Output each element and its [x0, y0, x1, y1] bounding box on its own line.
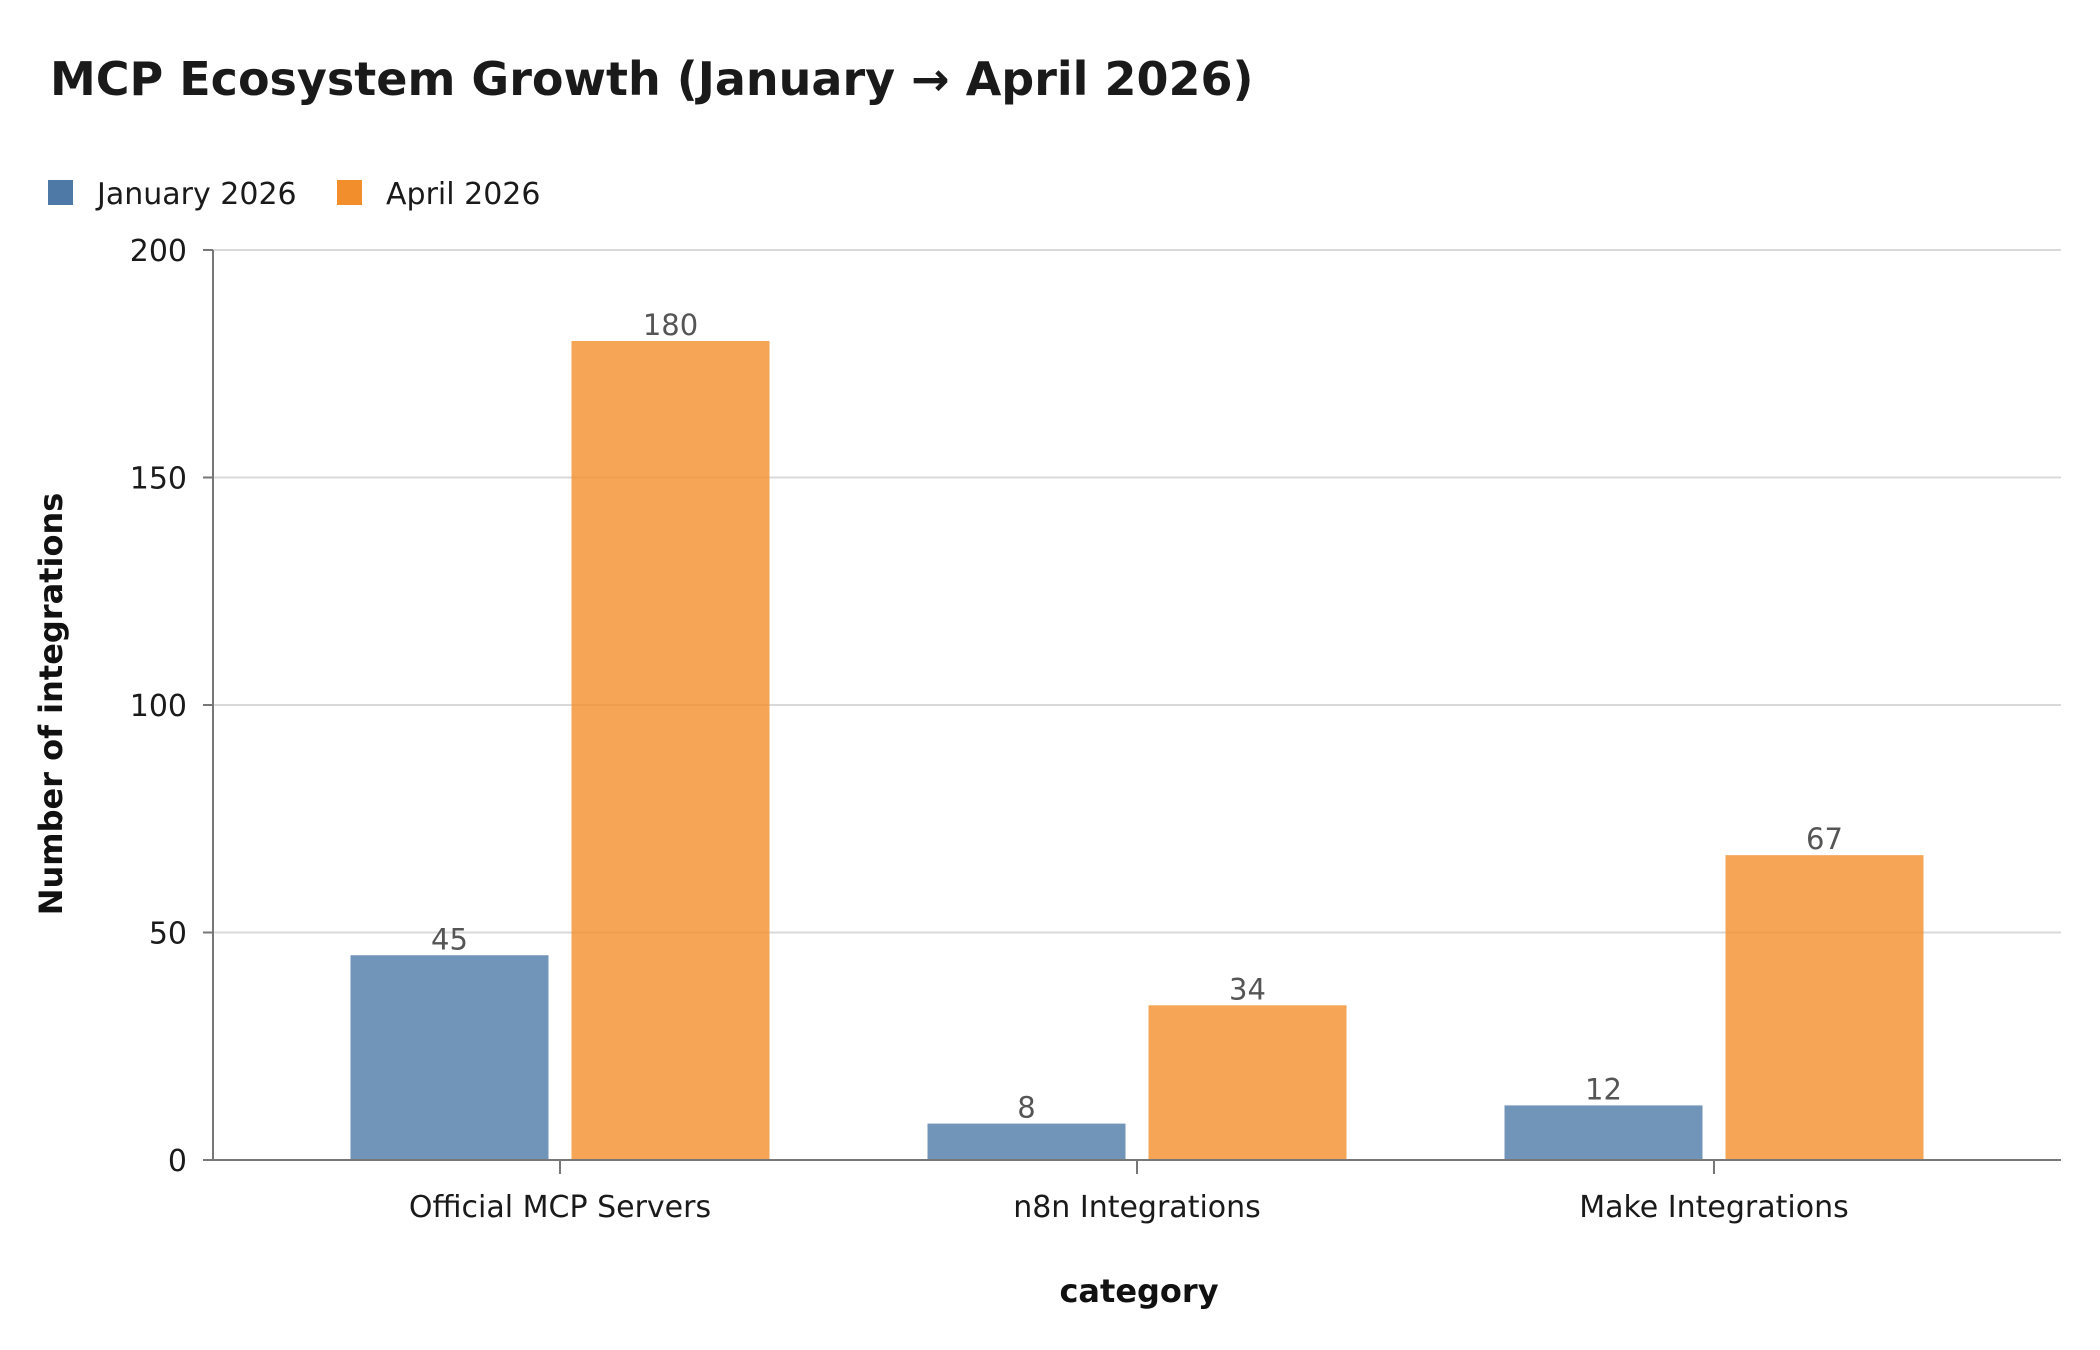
x-tick-label-make-integrations: Make Integrations: [1579, 1190, 1849, 1225]
legend: January 2026 April 2026: [48, 177, 540, 212]
data-label-n8n-integrations-april-2026: 34: [1229, 972, 1266, 1006]
x-axis-title: category: [1059, 1272, 1218, 1310]
y-tick-label-150: 150: [130, 462, 187, 497]
x-tick-label-official-mcp-servers: Official MCP Servers: [409, 1190, 711, 1225]
data-labels: 45 180 8 34 12 67: [431, 308, 1843, 1125]
y-axis-title: Number of integrations: [32, 493, 70, 916]
x-tick-label-n8n-integrations: n8n Integrations: [1013, 1190, 1261, 1225]
data-label-official-mcp-servers-april-2026: 180: [643, 308, 698, 342]
y-tick-label-50: 50: [149, 917, 187, 952]
bar-n8n-integrations-january-2026: [927, 1123, 1126, 1160]
tick-labels: 0 50 100 150 200 Official MCP Servers n8n Inte…: [130, 234, 1849, 1225]
bar-official-mcp-servers-april-2026: [571, 341, 770, 1160]
axes: [203, 249, 2061, 1174]
bar-make-integrations-april-2026: [1725, 855, 1924, 1160]
bars: [350, 341, 1924, 1160]
legend-swatch-april: [337, 180, 362, 205]
gridlines: [213, 249, 2061, 934]
bar-n8n-integrations-april-2026: [1148, 1005, 1347, 1160]
bar-make-integrations-january-2026: [1504, 1105, 1703, 1160]
bar-official-mcp-servers-january-2026: [350, 955, 549, 1160]
data-label-make-integrations-january-2026: 12: [1585, 1072, 1622, 1106]
y-tick-label-0: 0: [168, 1144, 187, 1179]
data-label-official-mcp-servers-january-2026: 45: [431, 922, 468, 956]
chart-title: MCP Ecosystem Growth (January → April 20…: [50, 52, 1254, 106]
legend-label-january: January 2026: [95, 177, 297, 212]
y-tick-label-100: 100: [130, 689, 187, 724]
legend-swatch-january: [48, 180, 73, 205]
data-label-n8n-integrations-january-2026: 8: [1017, 1091, 1035, 1125]
data-label-make-integrations-april-2026: 67: [1806, 822, 1843, 856]
legend-label-april: April 2026: [386, 177, 540, 212]
y-tick-label-200: 200: [130, 234, 187, 269]
